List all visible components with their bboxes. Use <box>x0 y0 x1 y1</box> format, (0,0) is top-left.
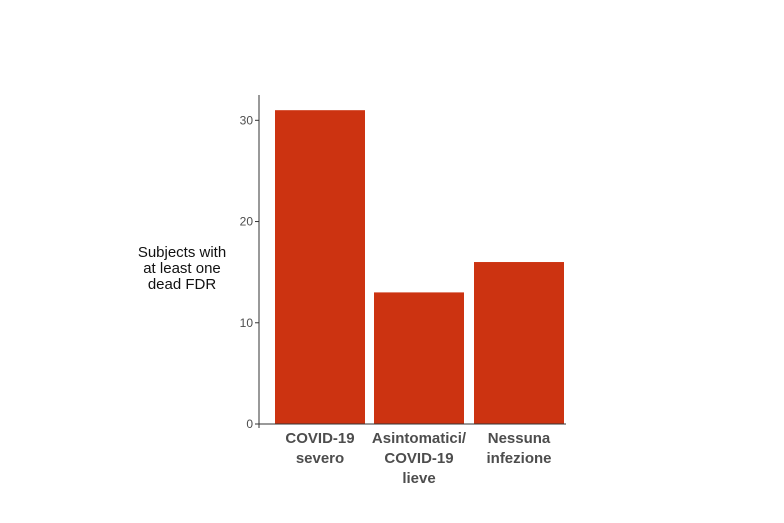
y-axis-title-line: Subjects with <box>138 244 226 261</box>
x-axis-category-labels: COVID-19 severo Asintomatici/COVID-19 lieve… <box>285 430 551 487</box>
y-tick-label: 20 <box>240 215 254 229</box>
y-tick-label: 0 <box>246 417 253 431</box>
x-category-label: lieve <box>402 470 435 487</box>
x-category-label: severo <box>296 450 344 467</box>
bar <box>374 292 464 424</box>
y-tick-label: 30 <box>240 113 254 127</box>
y-tick-label: 10 <box>240 316 254 330</box>
bar <box>474 262 564 424</box>
bars-group <box>275 110 564 424</box>
y-axis-title-line: at least one <box>143 260 221 277</box>
x-category-label: COVID-19 <box>285 430 354 447</box>
bar <box>275 110 365 424</box>
y-axis-title-line: dead FDR <box>148 276 217 293</box>
x-category-label: COVID-19 <box>384 450 453 467</box>
y-axis-ticks: 0 10 20 30 <box>240 113 259 431</box>
x-category-label: Asintomatici/ <box>372 430 467 447</box>
x-category-label: infezione <box>486 450 551 467</box>
x-category-label: Nessuna <box>488 430 551 447</box>
